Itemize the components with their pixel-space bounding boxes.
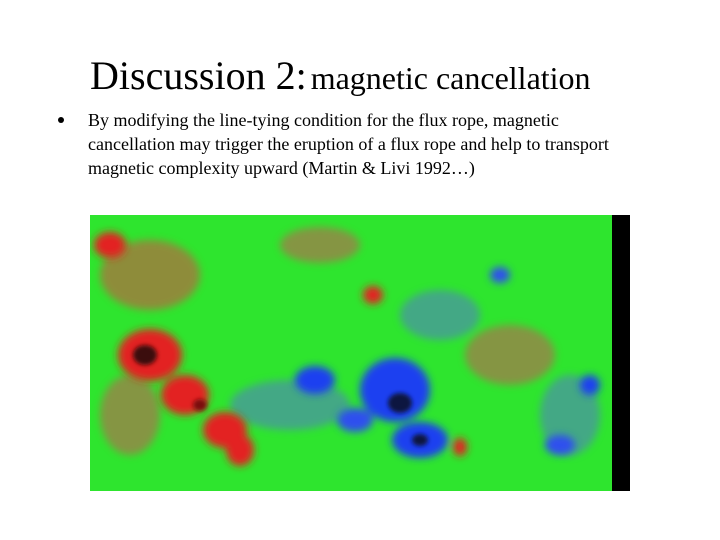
title-sub: magnetic cancellation bbox=[310, 60, 591, 96]
title-main: Discussion 2: bbox=[90, 53, 307, 98]
bullet-text: By modifying the line-tying condition fo… bbox=[88, 110, 609, 178]
slide-title: Discussion 2: magnetic cancellation bbox=[90, 56, 591, 96]
bullet-marker bbox=[58, 117, 64, 123]
bullet-list: By modifying the line-tying condition fo… bbox=[58, 108, 648, 180]
magnetogram-image bbox=[90, 215, 630, 491]
bullet-item: By modifying the line-tying condition fo… bbox=[58, 108, 648, 180]
